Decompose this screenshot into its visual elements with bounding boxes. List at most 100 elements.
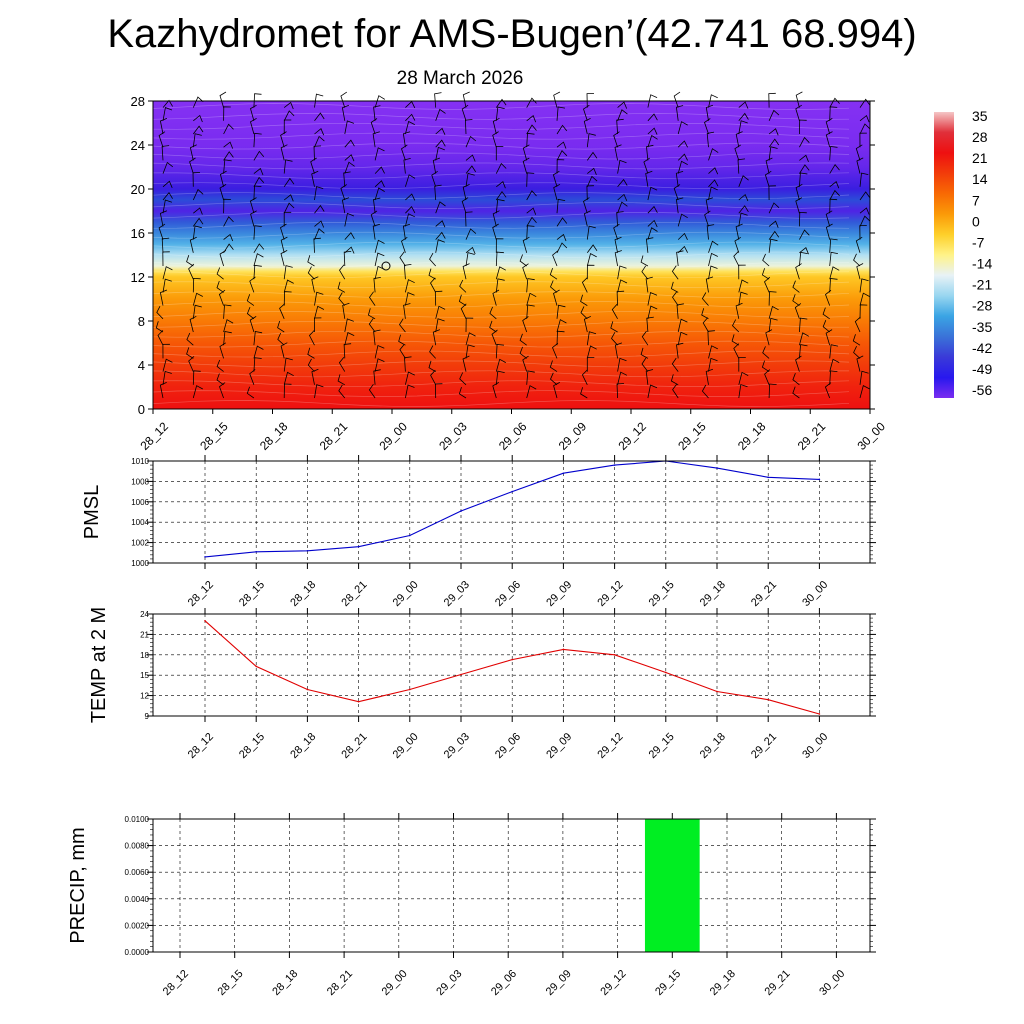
wind-barb [552, 250, 559, 267]
wind-barb [549, 360, 558, 372]
wind-barb [253, 253, 264, 267]
colorbar-scale [934, 112, 954, 398]
wind-barb [462, 355, 470, 372]
wind-barb [216, 267, 224, 280]
wind-barb [586, 185, 594, 201]
wind-barb [526, 370, 535, 385]
wind-barb [372, 223, 381, 240]
wind-barb [701, 292, 709, 306]
wind-barb [768, 383, 777, 399]
wind-barb [677, 318, 688, 333]
wind-barb [799, 247, 809, 255]
wind-barb [670, 281, 679, 293]
wind-barb [462, 263, 470, 280]
wind-barb [405, 120, 415, 135]
wind-barb [246, 386, 255, 399]
contour-line [152, 172, 850, 180]
wind-barb [799, 344, 808, 359]
chart-subtitle: 28 March 2026 [396, 68, 524, 89]
wind-barb [522, 236, 530, 253]
wind-barb [795, 104, 803, 121]
wind-barb [617, 201, 628, 214]
wind-barb [581, 369, 588, 385]
wind-barb [337, 281, 345, 293]
wind-barb [738, 384, 748, 399]
wind-barb [580, 387, 588, 399]
wind-barb [156, 306, 164, 320]
wind-barb [192, 292, 203, 306]
wind-barb [495, 98, 507, 108]
wind-barb [526, 207, 537, 215]
wind-barb [405, 213, 415, 227]
wind-barb [283, 194, 294, 202]
wind-barb [253, 243, 265, 254]
wind-barb [677, 140, 688, 148]
wind-barb [249, 276, 256, 293]
wind-barb [159, 118, 168, 135]
contour-line [152, 350, 850, 358]
wind-barb [405, 193, 416, 201]
wind-barb [253, 150, 265, 161]
wind-barb [223, 233, 234, 242]
wind-barb [216, 373, 224, 386]
wind-barb [435, 239, 445, 253]
colorbar: 35 28 21 14 7 0 -7 -14 -21 -28 -35 -42 -49 -56 [934, 108, 992, 398]
pmsl-point [204, 556, 206, 558]
wind-barb [645, 170, 653, 187]
wind-barb [465, 332, 476, 346]
wind-barb [799, 332, 810, 346]
wind-barb [641, 357, 649, 372]
wind-barb [338, 292, 346, 306]
wind-barb [219, 91, 227, 108]
y-tick-label: 1010 [131, 457, 149, 466]
wind-barb [307, 255, 315, 267]
wind-barb [458, 386, 467, 399]
wind-barb [587, 167, 597, 175]
wind-barb [583, 316, 591, 333]
wind-barb [705, 104, 714, 121]
wind-barb [852, 334, 861, 346]
temp-panel: 9 12 15 18 21 24 28_12 28_15 28_18 28_21 29_00 29_0… [88, 607, 876, 761]
x-tick-label: 29_09 [544, 731, 574, 761]
wind-barb [617, 371, 628, 385]
wind-barb [307, 266, 315, 280]
wind-barb [647, 127, 658, 135]
wind-barb [553, 382, 560, 399]
wind-barb [162, 161, 174, 174]
wind-barb [495, 278, 505, 293]
wind-barb [738, 279, 749, 293]
wind-barb [246, 294, 255, 306]
wind-barb [795, 197, 803, 214]
wind-barb [432, 329, 441, 346]
y-tick-label: 9 [145, 712, 150, 721]
wind-barb [761, 360, 770, 372]
x-tick-label: 29_06 [493, 731, 523, 761]
wind-barb [611, 332, 618, 346]
wind-barb [343, 343, 352, 359]
wind-barb [338, 384, 346, 399]
wind-barb [761, 268, 770, 280]
wind-barb [314, 384, 324, 399]
wind-barb [799, 136, 810, 148]
wind-barb [462, 91, 470, 108]
wind-barb [677, 331, 688, 346]
wind-barb [708, 265, 718, 280]
wind-barb [708, 357, 718, 372]
wind-barb [189, 236, 197, 253]
temp-2m-point [665, 671, 667, 674]
wind-barb [309, 330, 315, 346]
x-tick-label: 29_15 [647, 731, 677, 761]
wind-barb [368, 318, 376, 333]
x-tick-label: 28_18 [270, 968, 300, 998]
wind-barb [192, 370, 201, 385]
y-tick-label: 12 [131, 270, 145, 285]
wind-barb [311, 368, 319, 385]
x-tick-label: 29_03 [436, 419, 470, 453]
wind-barb [492, 210, 500, 227]
temp-2m-point [306, 688, 309, 691]
x-tick-label: 28_12 [161, 968, 191, 998]
wind-barb [617, 357, 627, 372]
wind-barb [430, 277, 437, 293]
wind-barb [314, 305, 325, 319]
wind-barb [708, 252, 718, 267]
